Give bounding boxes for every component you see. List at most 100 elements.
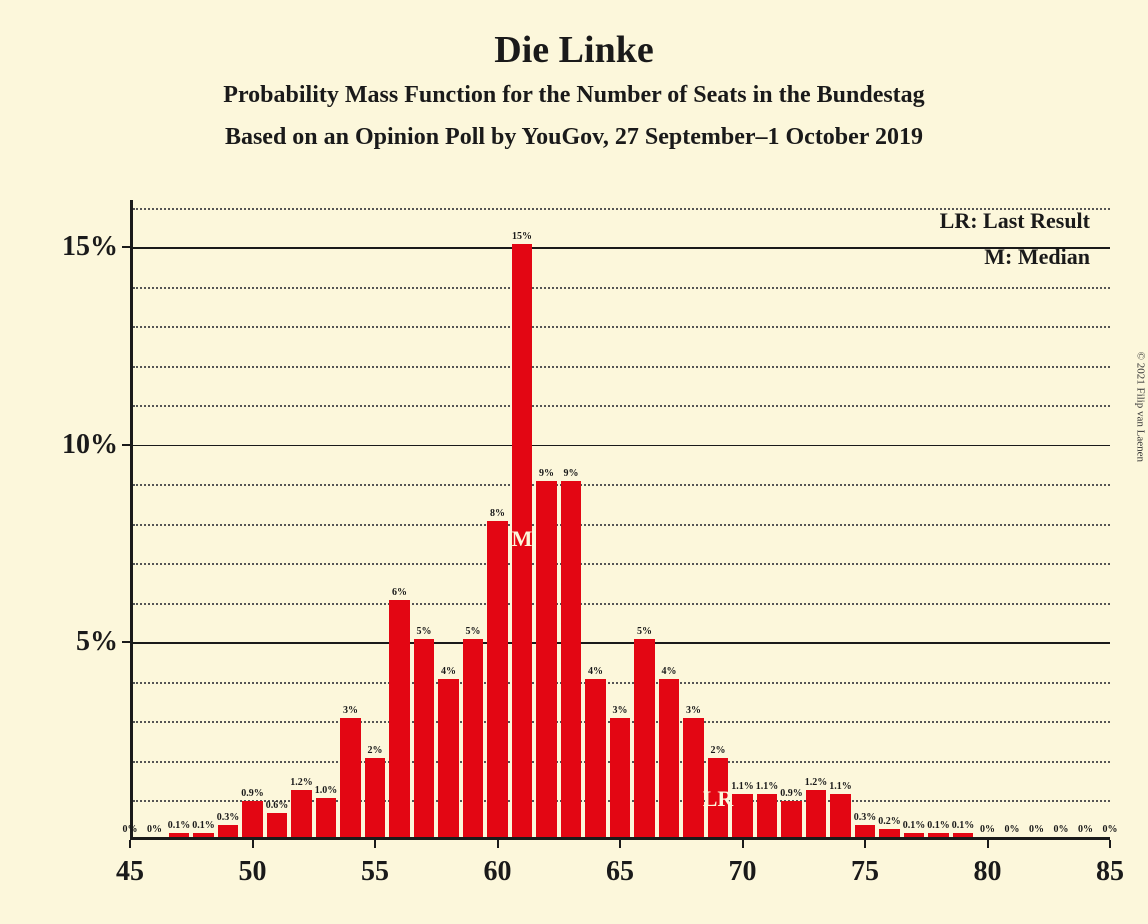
bar	[683, 718, 703, 837]
legend-last-result: LR: Last Result	[940, 208, 1090, 234]
x-tick-mark	[987, 840, 989, 848]
bar-value-label: 1.1%	[731, 781, 754, 792]
bar-value-label: 9%	[539, 468, 554, 479]
x-tick-mark	[864, 840, 866, 848]
bar-value-label: 0.3%	[217, 812, 240, 823]
bar-value-label: 0.1%	[168, 820, 191, 831]
bar	[365, 758, 385, 837]
y-tick-mark	[122, 641, 130, 643]
y-tick-mark	[122, 444, 130, 446]
bar	[438, 679, 458, 837]
bar-value-label: 4%	[662, 666, 677, 677]
bar-value-label: 4%	[588, 666, 603, 677]
bar	[904, 833, 924, 837]
bar-value-label: 8%	[490, 508, 505, 519]
bar	[169, 833, 189, 837]
bar-value-label: 0%	[1054, 824, 1069, 835]
x-tick-mark	[619, 840, 621, 848]
x-tick-label: 85	[1096, 856, 1124, 888]
bar-value-label: 1.1%	[756, 781, 779, 792]
bar	[610, 718, 630, 837]
gridline-minor	[133, 682, 1110, 684]
bar	[757, 794, 777, 837]
bar-value-label: 0.1%	[927, 820, 950, 831]
bar	[634, 639, 654, 837]
bar	[879, 829, 899, 837]
x-tick-label: 70	[729, 856, 757, 888]
bar-value-label: 0%	[1029, 824, 1044, 835]
gridline-minor	[133, 366, 1110, 368]
bar	[953, 833, 973, 837]
bar-value-label: 1.2%	[290, 777, 313, 788]
bar	[561, 481, 581, 837]
bar-value-label: 0.9%	[780, 788, 803, 799]
bar-value-label: 0.1%	[192, 820, 215, 831]
bar-value-label: 4%	[441, 666, 456, 677]
x-tick-label: 55	[361, 856, 389, 888]
bar-value-label: 5%	[417, 626, 432, 637]
bar-value-label: 3%	[343, 705, 358, 716]
bar-value-label: 1.0%	[315, 785, 338, 796]
bar-value-label: 0%	[1078, 824, 1093, 835]
chart-subtitle-2: Based on an Opinion Poll by YouGov, 27 S…	[0, 124, 1148, 151]
gridline-minor	[133, 326, 1110, 328]
x-tick-mark	[252, 840, 254, 848]
x-tick-mark	[129, 840, 131, 848]
bar	[193, 833, 213, 837]
y-tick-label: 5%	[18, 626, 118, 658]
bar-value-label: 0%	[1005, 824, 1020, 835]
legend-median: M: Median	[984, 244, 1090, 270]
bar	[487, 521, 507, 837]
bar	[267, 813, 287, 837]
bar	[340, 718, 360, 837]
last-result-marker: LR	[703, 786, 734, 812]
gridline-minor	[133, 603, 1110, 605]
y-tick-mark	[122, 246, 130, 248]
chart-subtitle-1: Probability Mass Function for the Number…	[0, 82, 1148, 109]
gridline-minor	[133, 484, 1110, 486]
bar	[585, 679, 605, 837]
bar	[389, 600, 409, 837]
x-tick-mark	[374, 840, 376, 848]
bar	[463, 639, 483, 837]
bar-value-label: 0.3%	[854, 812, 877, 823]
bar	[316, 798, 336, 838]
bar	[855, 825, 875, 837]
gridline-major	[133, 247, 1110, 249]
x-tick-label: 80	[974, 856, 1002, 888]
x-tick-label: 60	[484, 856, 512, 888]
chart-container: Die Linke Probability Mass Function for …	[0, 0, 1148, 924]
y-tick-label: 10%	[18, 429, 118, 461]
bar-value-label: 0%	[1103, 824, 1118, 835]
bar	[659, 679, 679, 837]
bar	[242, 801, 262, 837]
bar	[806, 790, 826, 837]
bar	[218, 825, 238, 837]
bar-value-label: 0.2%	[878, 816, 901, 827]
plot-area: 5%10%15% 455055606570758085 0%0%0.1%0.1%…	[130, 200, 1110, 840]
gridline-minor	[133, 287, 1110, 289]
bar-value-label: 6%	[392, 587, 407, 598]
bar-value-label: 15%	[512, 231, 532, 242]
bar-value-label: 0%	[123, 824, 138, 835]
chart-title: Die Linke	[0, 28, 1148, 72]
x-tick-mark	[497, 840, 499, 848]
bar-value-label: 2%	[368, 745, 383, 756]
bar-value-label: 0.6%	[266, 800, 289, 811]
bar-value-label: 5%	[466, 626, 481, 637]
bar-value-label: 3%	[686, 705, 701, 716]
median-marker: M	[512, 526, 533, 552]
y-axis-line	[130, 200, 133, 840]
gridline-minor	[133, 524, 1110, 526]
bar-value-label: 0.9%	[241, 788, 264, 799]
gridline-major	[133, 642, 1110, 644]
gridline-minor	[133, 563, 1110, 565]
x-tick-label: 75	[851, 856, 879, 888]
bar-value-label: 0.1%	[903, 820, 926, 831]
bar-value-label: 9%	[564, 468, 579, 479]
bar	[291, 790, 311, 837]
bar-value-label: 1.1%	[829, 781, 852, 792]
bar	[414, 639, 434, 837]
bar-value-label: 5%	[637, 626, 652, 637]
bar-value-label: 3%	[613, 705, 628, 716]
